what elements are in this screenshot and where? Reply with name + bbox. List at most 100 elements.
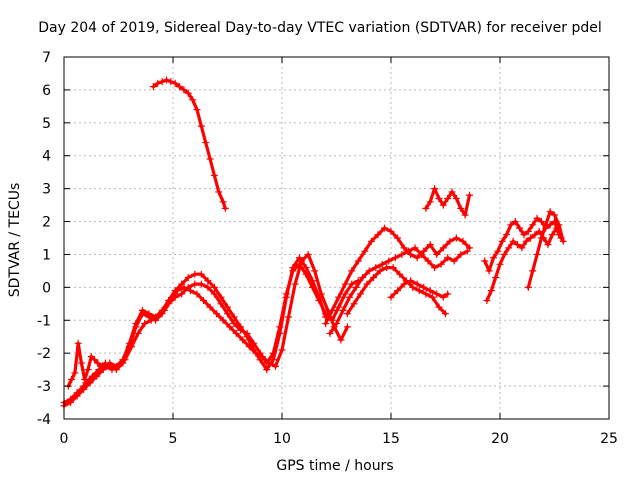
data-point — [167, 297, 175, 305]
data-point — [121, 356, 129, 364]
data-point — [171, 79, 179, 87]
data-point — [337, 336, 345, 344]
data-point — [524, 227, 532, 235]
data-point — [71, 369, 79, 377]
data-point — [210, 283, 218, 291]
data-point — [511, 218, 519, 226]
data-point — [245, 343, 253, 351]
data-point — [276, 329, 284, 337]
data-point — [407, 277, 415, 285]
data-point — [210, 171, 218, 179]
data-point — [237, 323, 245, 331]
data-point — [193, 106, 201, 114]
data-point — [529, 221, 537, 229]
data-point — [505, 244, 513, 252]
data-point — [291, 280, 299, 288]
y-tick-label: -4 — [37, 412, 51, 428]
data-point — [215, 188, 223, 196]
series-line — [328, 246, 469, 335]
data-point — [533, 214, 541, 222]
data-point — [394, 287, 402, 295]
series — [422, 185, 473, 219]
data-point — [282, 293, 290, 301]
series — [149, 76, 229, 212]
data-point — [191, 270, 199, 278]
data-point — [457, 204, 465, 212]
data-point — [162, 76, 170, 84]
data-point — [452, 234, 460, 242]
data-point — [202, 139, 210, 147]
data-point — [322, 320, 330, 328]
data-point — [533, 250, 541, 258]
data-point — [204, 283, 212, 291]
data-point — [184, 89, 192, 97]
data-point — [84, 366, 92, 374]
data-point — [278, 346, 286, 354]
data-point — [531, 231, 539, 239]
data-point — [138, 306, 146, 314]
data-point — [221, 204, 229, 212]
data-point — [522, 237, 530, 245]
data-point — [439, 244, 447, 252]
y-tick-label: 6 — [42, 83, 51, 99]
data-point — [206, 155, 214, 163]
x-tick-label: 20 — [491, 431, 509, 447]
data-point — [191, 280, 199, 288]
data-point — [285, 313, 293, 321]
data-point — [180, 283, 188, 291]
data-point — [352, 283, 360, 291]
data-point — [160, 306, 168, 314]
data-point — [548, 231, 556, 239]
data-point — [498, 237, 506, 245]
data-point — [356, 290, 364, 298]
data-point — [524, 283, 532, 291]
data-point — [311, 267, 319, 275]
data-point — [343, 323, 351, 331]
y-tick-label: 0 — [42, 280, 51, 296]
data-point — [365, 267, 373, 275]
data-point — [230, 313, 238, 321]
data-point — [380, 224, 388, 232]
data-point — [335, 293, 343, 301]
data-point — [219, 198, 227, 206]
data-point — [239, 336, 247, 344]
data-point — [333, 320, 340, 328]
data-point — [298, 257, 306, 265]
data-point — [341, 290, 349, 298]
data-point — [494, 247, 502, 255]
data-point — [398, 250, 406, 258]
data-point — [230, 320, 238, 328]
data-point — [348, 267, 356, 275]
data-point — [400, 280, 408, 288]
data-point — [68, 376, 76, 384]
data-point — [527, 234, 535, 242]
data-point — [141, 320, 149, 328]
data-point — [173, 287, 181, 295]
data-point — [363, 280, 371, 288]
data-point — [197, 122, 205, 130]
data-point — [439, 293, 447, 301]
axes: 0 5 10 15 20 25 -4 -3 -2 -1 0 1 2 3 4 5 6 7 — [37, 50, 618, 447]
x-tick-label: 25 — [600, 431, 618, 447]
data-point — [426, 198, 434, 206]
data-point — [411, 244, 419, 252]
data-point — [289, 264, 297, 272]
data-point — [350, 300, 358, 308]
chart-title: Day 204 of 2019, Sidereal Day-to-day VTE… — [38, 20, 602, 36]
data-point — [463, 247, 471, 255]
data-point — [483, 297, 491, 305]
data-point — [507, 221, 515, 229]
data-point — [444, 254, 452, 262]
data-point — [439, 201, 447, 209]
data-point — [492, 273, 500, 281]
data-point — [376, 267, 384, 275]
y-axis-label: SDTVAR / TECUs — [7, 183, 23, 298]
data-point — [73, 389, 81, 397]
data-point — [101, 359, 109, 367]
data-point — [424, 257, 432, 265]
data-point — [433, 250, 441, 258]
data-point — [448, 188, 456, 196]
data-point — [361, 247, 369, 255]
data-point — [387, 227, 395, 235]
